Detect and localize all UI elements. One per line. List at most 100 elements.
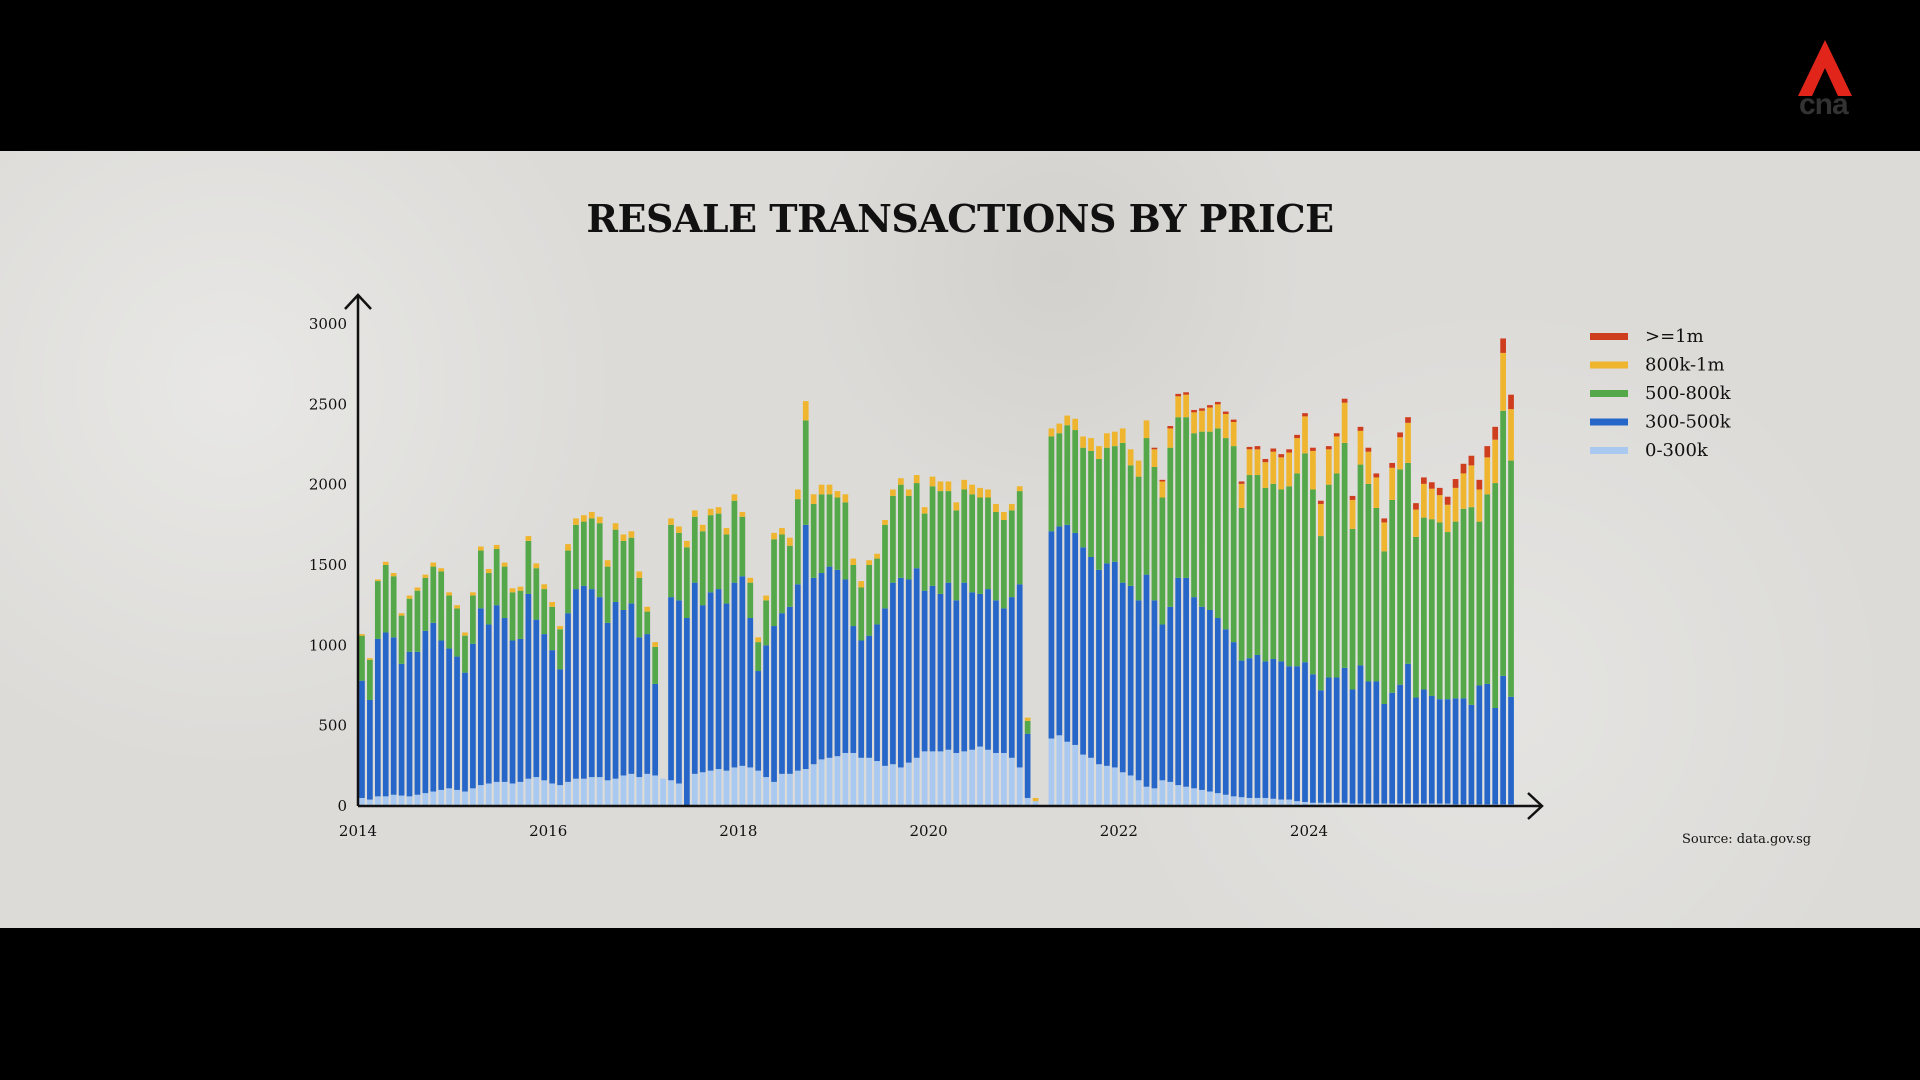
bar-0-300k-117: [1286, 799, 1292, 806]
bar->=1m-128: [1373, 473, 1380, 478]
bar-800k-1m-25: [557, 626, 563, 630]
bar->=1m-119: [1302, 413, 1308, 417]
bar-800k-1m-143: [1492, 439, 1499, 484]
bar-500-800k-135: [1428, 519, 1435, 696]
bar-500-800k-101: [1159, 497, 1166, 625]
bar-500-800k-39: [668, 524, 674, 598]
bar-800k-1m-27: [573, 518, 579, 525]
bar-500-800k-49: [747, 582, 754, 619]
bar-300-500k-123: [1333, 677, 1340, 803]
bar-800k-1m-80: [993, 503, 999, 512]
bar-800k-1m-12: [454, 605, 460, 609]
bar->=1m-132: [1405, 417, 1411, 423]
bar-300-500k-20: [517, 638, 524, 782]
bar-800k-1m-61: [842, 494, 849, 503]
bar-300-500k-142: [1484, 683, 1491, 805]
bar-0-300k-93: [1096, 764, 1102, 806]
bar-500-800k-132: [1405, 462, 1411, 664]
bar-0-300k-68: [897, 767, 904, 806]
bar-0-300k-108: [1214, 793, 1221, 806]
bar->=1m-120: [1310, 447, 1316, 451]
bar-0-300k-116: [1278, 799, 1285, 806]
bar-0-300k-25: [557, 785, 563, 806]
bar-500-800k-88: [1056, 433, 1063, 527]
bar-500-800k-108: [1214, 428, 1221, 619]
bar-0-300k-120: [1310, 802, 1316, 806]
bar-300-500k-33: [620, 609, 627, 776]
bar-0-300k-83: [1016, 767, 1023, 806]
bar-300-500k-101: [1159, 624, 1166, 781]
bar-0-300k-113: [1254, 797, 1261, 806]
bar-300-500k-37: [652, 683, 659, 776]
bar-300-500k-130: [1389, 692, 1396, 804]
bar-300-500k-76: [961, 582, 968, 752]
bar-800k-1m-59: [826, 484, 833, 495]
cna-logo-icon: [1798, 40, 1852, 96]
bar-0-300k-77: [969, 749, 976, 806]
bar-500-800k-55: [794, 499, 801, 585]
bar-0-300k-73: [937, 751, 944, 806]
bar-800k-1m-28: [581, 515, 587, 522]
bar-300-500k-89: [1064, 524, 1071, 742]
bar->=1m-129: [1381, 518, 1388, 523]
x-tick-label: 2016: [529, 822, 567, 840]
bar-800k-1m-69: [905, 489, 912, 496]
bar-0-300k-43: [699, 772, 706, 806]
bar-300-500k-15: [477, 608, 484, 786]
bar-0-300k-39: [668, 780, 674, 806]
bar-800k-1m-136: [1436, 495, 1443, 523]
bar->=1m-100: [1151, 447, 1158, 450]
bar-0-300k-16: [485, 783, 492, 806]
bar->=1m-112: [1246, 446, 1253, 450]
bar-500-800k-145: [1508, 460, 1514, 697]
bar-500-800k-96: [1119, 442, 1126, 583]
bar-0-300k-103: [1175, 785, 1182, 806]
x-tick-label: 2024: [1290, 822, 1328, 840]
bar-0-300k-52: [771, 781, 777, 806]
bar-300-500k-31: [604, 622, 611, 781]
bar-800k-1m-67: [890, 489, 896, 496]
bar-800k-1m-79: [985, 489, 991, 498]
bar-500-800k-61: [842, 502, 849, 580]
bar->=1m-116: [1278, 454, 1285, 458]
bar-300-500k-92: [1088, 556, 1094, 758]
bar-0-300k-40: [676, 783, 682, 806]
bar-500-800k-127: [1365, 483, 1372, 682]
bar-300-500k-84: [1024, 733, 1031, 798]
bar-0-300k-101: [1159, 780, 1166, 806]
bar-800k-1m-0: [359, 634, 365, 636]
bar-800k-1m-8: [422, 574, 429, 578]
bar-300-500k-2: [374, 638, 381, 797]
bar-500-800k-56: [802, 420, 809, 525]
bar-300-500k-144: [1500, 675, 1506, 805]
bar-300-500k-126: [1357, 665, 1364, 804]
bar-0-300k-124: [1341, 802, 1348, 806]
bar-300-500k-23: [541, 634, 548, 781]
bar->=1m-142: [1484, 446, 1491, 458]
bar-300-500k-71: [921, 590, 928, 752]
bar-500-800k-53: [779, 534, 785, 614]
bar-0-300k-99: [1143, 786, 1150, 806]
bar-300-500k-17: [493, 605, 500, 782]
x-tick-label: 2020: [910, 822, 948, 840]
bar-800k-1m-70: [913, 475, 920, 484]
x-tick-label: 2018: [719, 822, 757, 840]
bar-0-300k-37: [652, 775, 659, 806]
bar-0-300k-24: [549, 783, 556, 806]
bar-300-500k-114: [1262, 661, 1269, 798]
bar-800k-1m-76: [961, 479, 968, 490]
bar-300-500k-121: [1317, 690, 1324, 803]
bar-500-800k-97: [1127, 465, 1134, 586]
bar-800k-1m-17: [493, 544, 500, 549]
bar-500-800k-136: [1436, 522, 1443, 700]
bar-500-800k-44: [707, 515, 714, 593]
bar-500-800k-122: [1325, 484, 1332, 678]
bar-300-500k-139: [1460, 698, 1467, 805]
bar->=1m-117: [1286, 449, 1292, 453]
bar-800k-1m-74: [945, 481, 952, 492]
bar-500-800k-73: [937, 491, 944, 594]
bar-300-500k-25: [557, 669, 563, 786]
bar-800k-1m-60: [834, 491, 841, 498]
bar-500-800k-75: [953, 510, 960, 601]
bar-500-800k-128: [1373, 507, 1380, 682]
